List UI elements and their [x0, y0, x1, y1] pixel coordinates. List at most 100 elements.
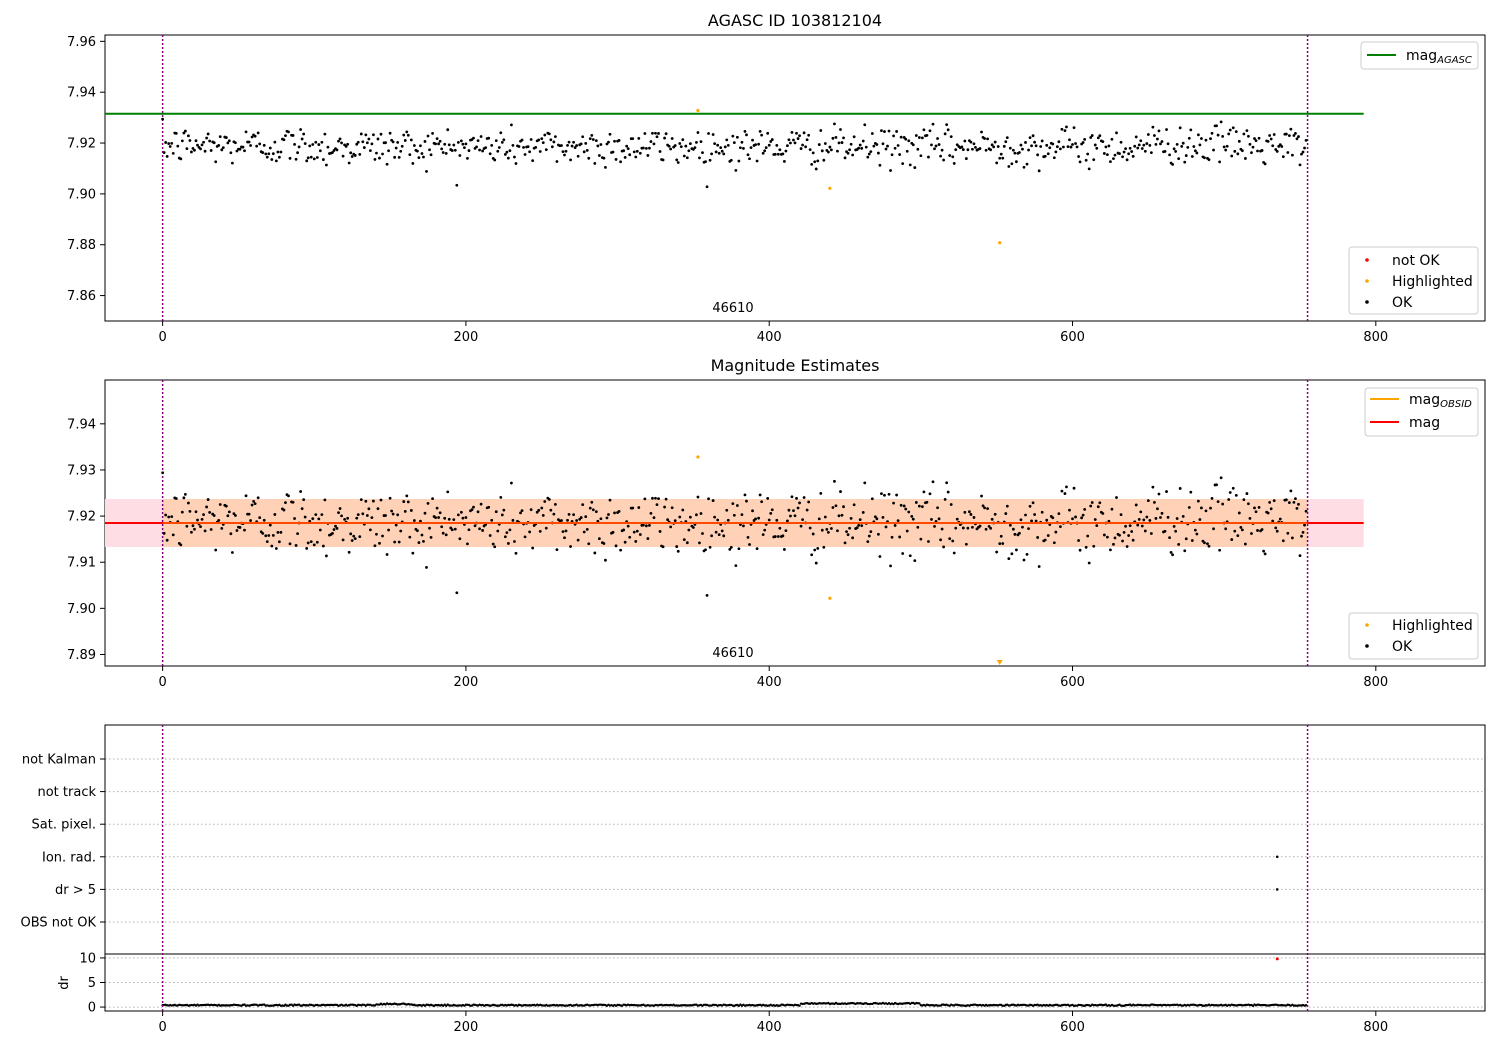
ok-point — [564, 149, 568, 153]
ok-point — [384, 141, 387, 145]
ok-point — [1204, 509, 1208, 513]
ok-point — [466, 542, 469, 546]
ok-point — [1300, 534, 1303, 538]
ok-point — [1030, 519, 1033, 523]
ok-point — [1139, 510, 1143, 514]
ok-point — [193, 148, 196, 152]
ok-point — [452, 518, 456, 522]
ok-point — [1086, 152, 1090, 156]
ok-point — [1234, 494, 1238, 497]
ok-point — [849, 142, 853, 146]
ok-point — [945, 481, 949, 485]
ok-point — [552, 140, 556, 144]
ok-point — [980, 130, 983, 134]
ok-point — [170, 141, 174, 145]
ok-point — [1298, 163, 1302, 167]
ok-point — [265, 540, 269, 543]
ok-point — [1146, 133, 1150, 136]
highlighted-point — [696, 108, 700, 113]
ok-point — [1234, 130, 1238, 134]
axes-frame — [104, 34, 1486, 322]
ok-point — [508, 149, 512, 153]
ok-point — [930, 517, 933, 521]
ok-point — [646, 154, 650, 157]
ok-point — [332, 149, 336, 152]
ok-point — [174, 131, 178, 135]
ok-point — [816, 547, 820, 550]
ok-point — [998, 542, 1002, 546]
ok-point — [732, 141, 736, 145]
ok-point — [1078, 160, 1082, 164]
ok-point — [743, 493, 747, 497]
ok-point — [490, 143, 494, 147]
ok-point — [875, 143, 879, 146]
ok-point — [1074, 142, 1077, 145]
ok-point — [476, 510, 480, 514]
ok-point — [293, 142, 296, 146]
ok-point — [502, 508, 506, 512]
ok-point — [517, 145, 521, 148]
ok-point — [1058, 525, 1062, 529]
ok-point — [452, 143, 456, 147]
ok-point — [1057, 512, 1061, 516]
ok-point — [496, 529, 500, 533]
ok-point — [1130, 150, 1134, 153]
ok-point — [368, 149, 372, 153]
flag-category-label: not track — [37, 785, 96, 800]
ok-point — [966, 526, 970, 530]
ok-point — [631, 137, 635, 141]
ok-point — [820, 149, 824, 153]
ok-point — [196, 143, 199, 147]
ok-point — [920, 136, 924, 140]
ok-point — [848, 526, 851, 530]
ok-point — [1192, 145, 1196, 148]
ok-point — [428, 526, 431, 530]
ok-point — [358, 152, 362, 156]
ok-point — [1090, 134, 1094, 137]
ok-point — [226, 141, 230, 145]
ok-point — [726, 518, 730, 522]
ok-point — [763, 149, 767, 153]
ok-point — [299, 490, 303, 493]
ok-point — [925, 500, 929, 504]
ok-point — [936, 506, 939, 510]
ok-point — [1148, 518, 1152, 522]
ok-point — [209, 149, 213, 152]
ok-point — [267, 534, 271, 537]
ok-point — [996, 145, 1000, 148]
ok-point — [1019, 518, 1023, 522]
ok-point — [464, 142, 468, 146]
ok-point — [1043, 538, 1047, 542]
ok-point — [1196, 133, 1200, 137]
ok-point — [1077, 539, 1080, 542]
ok-point — [503, 535, 507, 539]
ok-point — [943, 497, 947, 501]
ok-point — [258, 142, 262, 146]
ok-point — [1052, 541, 1056, 545]
axes-frame — [104, 724, 1486, 1012]
ok-point — [931, 480, 935, 484]
ok-point — [411, 162, 415, 165]
ok-point — [866, 155, 870, 159]
ok-point — [907, 139, 911, 143]
ok-point — [984, 527, 988, 531]
highlighted-point — [696, 455, 700, 459]
ok-point — [948, 537, 952, 541]
ok-point — [855, 526, 859, 530]
ok-point — [605, 516, 609, 520]
ok-point — [972, 516, 976, 519]
ok-point — [775, 518, 779, 522]
ok-point — [247, 512, 251, 516]
ok-point — [1072, 126, 1076, 130]
ok-point — [1159, 516, 1162, 519]
ok-point — [372, 133, 375, 137]
ok-point — [549, 138, 553, 142]
ok-point — [1231, 486, 1235, 490]
ok-point — [402, 500, 406, 503]
ok-point — [1245, 129, 1249, 133]
ok-point — [437, 516, 441, 519]
panel2-title: Magnitude Estimates — [711, 356, 880, 375]
ok-point — [734, 564, 738, 568]
ok-point — [877, 532, 880, 536]
ok-point — [663, 505, 666, 509]
